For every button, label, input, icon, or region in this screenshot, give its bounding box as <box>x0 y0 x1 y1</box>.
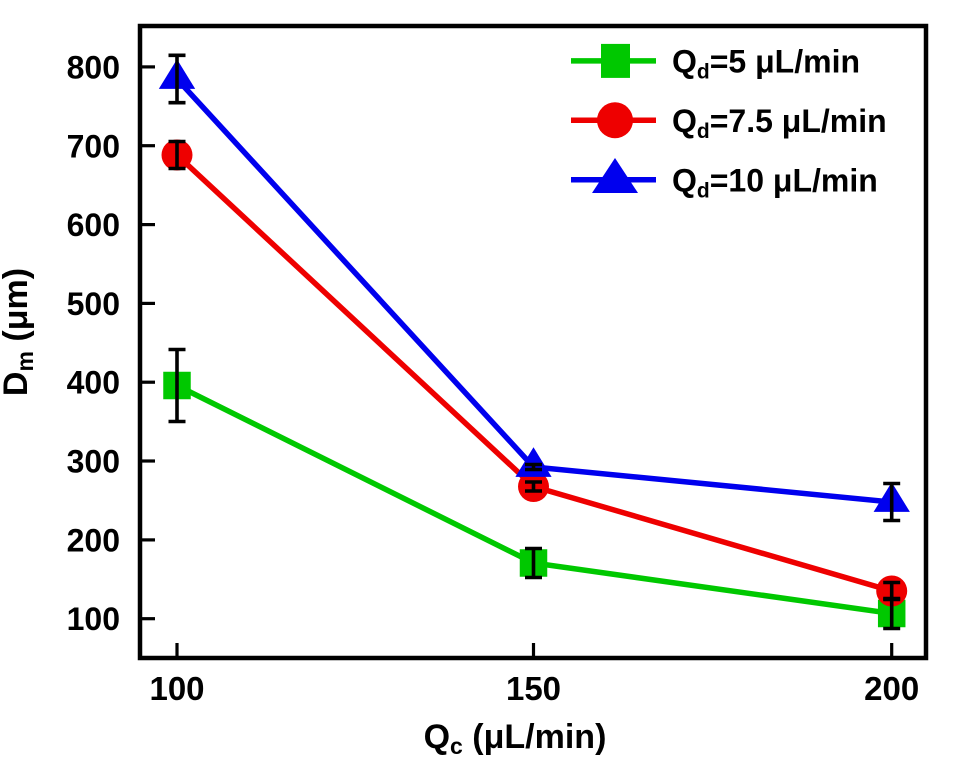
svg-text:200: 200 <box>67 522 120 558</box>
svg-text:600: 600 <box>67 207 120 243</box>
svg-text:Dm (μm): Dm (μm) <box>0 268 38 396</box>
svg-text:400: 400 <box>67 365 120 401</box>
svg-text:200: 200 <box>864 670 919 707</box>
svg-text:Qd=7.5 μL/min: Qd=7.5 μL/min <box>672 103 887 143</box>
svg-text:700: 700 <box>67 128 120 164</box>
svg-text:150: 150 <box>506 670 561 707</box>
svg-text:Qc (μL/min): Qc (μL/min) <box>424 718 607 759</box>
svg-text:800: 800 <box>67 50 120 86</box>
svg-text:500: 500 <box>67 286 120 322</box>
svg-text:Qd=10 μL/min: Qd=10 μL/min <box>672 162 878 202</box>
svg-text:Qd=5 μL/min: Qd=5 μL/min <box>672 44 860 84</box>
svg-text:100: 100 <box>149 670 204 707</box>
svg-text:100: 100 <box>67 601 120 637</box>
svg-text:300: 300 <box>67 444 120 480</box>
